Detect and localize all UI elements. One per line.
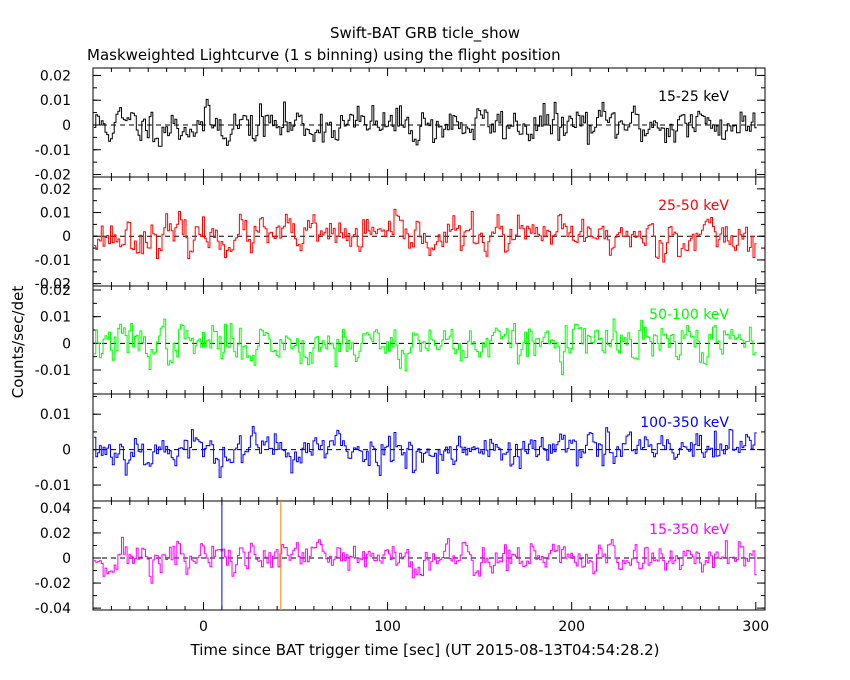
y-tick-label: 0 bbox=[62, 118, 71, 134]
y-tick-label: -0.04 bbox=[35, 601, 71, 617]
series-line-4 bbox=[93, 536, 757, 584]
x-tick-label: 0 bbox=[199, 619, 208, 635]
band-label-1: 25-50 keV bbox=[658, 198, 729, 214]
series-line-1 bbox=[93, 208, 757, 263]
series-line-2 bbox=[93, 318, 757, 375]
panel-frame bbox=[92, 500, 766, 611]
panel-1: 0.02 0.01 0 -0.01 -0.02 25-50 keV bbox=[35, 176, 766, 293]
y-tick-label: 0.01 bbox=[40, 206, 71, 222]
y-tick-label: 0.01 bbox=[40, 310, 71, 326]
band-label-0: 15-25 keV bbox=[658, 89, 729, 105]
y-tick-label: -0.02 bbox=[35, 576, 71, 592]
y-tick-label: -0.01 bbox=[35, 253, 71, 269]
panel-3: 0.01 0 -0.01 100-350 keV bbox=[35, 393, 766, 502]
y-tick-label: 0 bbox=[62, 551, 71, 567]
band-label-2: 50-100 keV bbox=[649, 307, 729, 323]
panel-stack: 0.02 0.01 0 -0.01 -0.02 15-25 keV 0.02 0.01 0 -0.… bbox=[35, 67, 766, 617]
y-tick-label: 0.01 bbox=[40, 93, 71, 109]
y-tick-label: 0.02 bbox=[40, 68, 71, 84]
chart-title: Swift-BAT GRB ticle_show bbox=[330, 24, 520, 43]
x-tick-label: 300 bbox=[742, 619, 769, 635]
panel-0: 0.02 0.01 0 -0.01 -0.02 15-25 keV bbox=[35, 67, 766, 184]
x-axis-label: Time since BAT trigger time [sec] (UT 20… bbox=[190, 641, 660, 659]
band-label-4: 15-350 keV bbox=[649, 522, 729, 538]
chart-subtitle: Maskweighted Lightcurve (1 s binning) us… bbox=[87, 46, 561, 64]
series-line-3 bbox=[93, 426, 757, 478]
y-tick-label: -0.02 bbox=[35, 277, 71, 293]
y-tick-label: -0.02 bbox=[35, 168, 71, 184]
panel-2: 0.02 0.01 0 -0.01 50-100 keV bbox=[35, 283, 766, 395]
y-tick-label: 0.02 bbox=[40, 283, 71, 299]
y-axis-label: Counts/sec/det bbox=[9, 286, 27, 399]
x-tick-label: 200 bbox=[558, 619, 585, 635]
band-label-3: 100-350 keV bbox=[640, 415, 729, 431]
y-tick-label: 0.04 bbox=[40, 501, 71, 517]
y-tick-label: 0 bbox=[62, 443, 71, 459]
y-tick-label: -0.01 bbox=[35, 478, 71, 494]
y-tick-label: 0.01 bbox=[40, 407, 71, 423]
y-tick-label: 0.02 bbox=[40, 182, 71, 198]
y-tick-label: 0 bbox=[62, 229, 71, 245]
y-tick-label: -0.01 bbox=[35, 363, 71, 379]
x-axis-tick-labels: 0 100 200 300 bbox=[199, 619, 769, 635]
series-line-0 bbox=[93, 98, 757, 147]
y-tick-label: 0.02 bbox=[40, 526, 71, 542]
y-tick-label: -0.01 bbox=[35, 143, 71, 159]
y-tick-label: 0 bbox=[62, 336, 71, 352]
x-tick-label: 100 bbox=[374, 619, 401, 635]
